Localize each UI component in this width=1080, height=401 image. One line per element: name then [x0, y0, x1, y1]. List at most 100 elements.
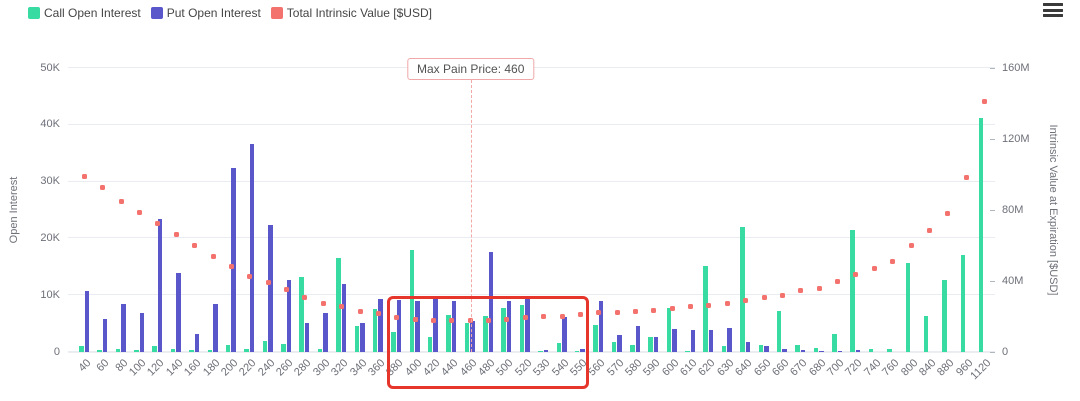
call-oi-bar[interactable] [317, 349, 323, 352]
intrinsic-value-dot[interactable] [247, 274, 253, 280]
intrinsic-value-dot[interactable] [981, 99, 987, 105]
call-oi-bar[interactable] [795, 345, 800, 352]
intrinsic-value-dot[interactable] [375, 311, 381, 317]
put-oi-bar[interactable] [800, 350, 806, 352]
call-oi-bar[interactable] [262, 340, 268, 352]
intrinsic-value-dot[interactable] [284, 287, 290, 293]
call-oi-bar[interactable] [556, 342, 562, 352]
put-oi-bar[interactable] [451, 300, 457, 352]
intrinsic-value-dot[interactable] [945, 211, 951, 217]
put-oi-bar[interactable] [543, 349, 549, 352]
call-oi-bar[interactable] [207, 350, 213, 352]
intrinsic-value-dot[interactable] [816, 285, 822, 291]
put-oi-bar[interactable] [653, 336, 659, 352]
intrinsic-value-dot[interactable] [118, 198, 124, 204]
intrinsic-value-dot[interactable] [853, 272, 859, 278]
intrinsic-value-dot[interactable] [963, 174, 969, 180]
intrinsic-value-dot[interactable] [669, 306, 675, 311]
call-oi-bar[interactable] [336, 257, 341, 352]
put-oi-bar[interactable] [360, 322, 365, 352]
put-oi-bar[interactable] [672, 329, 677, 352]
put-oi-bar[interactable] [268, 225, 273, 352]
put-oi-bar[interactable] [323, 313, 328, 352]
intrinsic-value-dot[interactable] [210, 253, 216, 259]
intrinsic-value-dot[interactable] [761, 294, 767, 300]
intrinsic-value-dot[interactable] [228, 264, 234, 270]
call-oi-bar[interactable] [574, 351, 580, 352]
call-oi-bar[interactable] [868, 349, 874, 352]
intrinsic-value-dot[interactable] [504, 316, 510, 322]
call-oi-bar[interactable] [170, 349, 176, 352]
put-oi-bar[interactable] [837, 351, 843, 352]
call-oi-bar[interactable] [648, 337, 653, 352]
call-oi-bar[interactable] [538, 351, 543, 352]
intrinsic-value-dot[interactable] [706, 302, 712, 308]
put-oi-bar[interactable] [635, 326, 641, 352]
put-oi-bar[interactable] [213, 304, 218, 352]
call-oi-bar[interactable] [703, 266, 708, 352]
intrinsic-value-dot[interactable] [908, 243, 914, 248]
call-oi-bar[interactable] [685, 350, 690, 352]
call-oi-bar[interactable] [189, 350, 194, 352]
put-oi-bar[interactable] [378, 298, 383, 352]
intrinsic-value-dot[interactable] [155, 220, 161, 226]
put-oi-bar[interactable] [433, 296, 438, 352]
put-oi-bar[interactable] [304, 322, 310, 352]
call-oi-bar[interactable] [483, 316, 488, 352]
intrinsic-value-dot[interactable] [486, 317, 492, 323]
put-oi-bar[interactable] [525, 299, 530, 352]
put-oi-bar[interactable] [562, 317, 567, 352]
call-oi-bar[interactable] [501, 308, 506, 352]
put-oi-bar[interactable] [782, 349, 787, 352]
put-oi-bar[interactable] [157, 218, 163, 352]
put-oi-bar[interactable] [102, 319, 108, 352]
intrinsic-value-dot[interactable] [633, 308, 639, 314]
intrinsic-value-dot[interactable] [320, 300, 326, 306]
call-oi-bar[interactable] [446, 315, 451, 352]
call-oi-bar[interactable] [391, 331, 396, 352]
call-oi-bar[interactable] [115, 349, 121, 352]
intrinsic-value-dot[interactable] [559, 313, 565, 319]
call-oi-bar[interactable] [923, 316, 929, 352]
intrinsic-value-dot[interactable] [100, 185, 106, 191]
call-oi-bar[interactable] [244, 348, 249, 352]
put-oi-bar[interactable] [580, 349, 585, 352]
legend-item-total-intrinsic-value-usd[interactable]: Total Intrinsic Value [$USD] [270, 6, 432, 20]
intrinsic-value-dot[interactable] [577, 311, 583, 317]
intrinsic-value-dot[interactable] [430, 317, 436, 323]
put-oi-bar[interactable] [819, 350, 824, 352]
call-oi-bar[interactable] [152, 346, 157, 352]
put-oi-bar[interactable] [690, 329, 696, 352]
call-oi-bar[interactable] [887, 348, 892, 352]
intrinsic-value-dot[interactable] [449, 317, 455, 323]
call-oi-bar[interactable] [905, 263, 911, 352]
call-oi-bar[interactable] [427, 337, 433, 352]
call-oi-bar[interactable] [721, 346, 727, 352]
call-oi-bar[interactable] [519, 304, 525, 352]
call-oi-bar[interactable] [942, 279, 947, 352]
intrinsic-value-dot[interactable] [265, 280, 271, 286]
call-oi-bar[interactable] [776, 310, 782, 352]
call-oi-bar[interactable] [740, 226, 745, 352]
call-oi-bar[interactable] [832, 333, 837, 352]
call-oi-bar[interactable] [281, 343, 286, 352]
put-oi-bar[interactable] [506, 300, 512, 352]
call-oi-bar[interactable] [225, 345, 231, 352]
put-oi-bar[interactable] [194, 333, 200, 352]
call-oi-bar[interactable] [464, 322, 470, 352]
intrinsic-value-dot[interactable] [394, 314, 400, 320]
put-oi-bar[interactable] [745, 341, 751, 352]
intrinsic-value-dot[interactable] [871, 266, 877, 272]
put-oi-bar[interactable] [249, 144, 255, 352]
intrinsic-value-dot[interactable] [467, 318, 473, 324]
put-oi-bar[interactable] [84, 290, 89, 352]
call-oi-bar[interactable] [960, 254, 966, 352]
put-oi-bar[interactable] [470, 320, 475, 352]
call-oi-bar[interactable] [134, 350, 139, 352]
call-oi-bar[interactable] [666, 308, 672, 352]
call-oi-bar[interactable] [758, 345, 764, 352]
put-oi-bar[interactable] [286, 279, 292, 352]
intrinsic-value-dot[interactable] [302, 294, 308, 300]
call-oi-bar[interactable] [97, 350, 102, 352]
intrinsic-value-dot[interactable] [651, 307, 657, 313]
